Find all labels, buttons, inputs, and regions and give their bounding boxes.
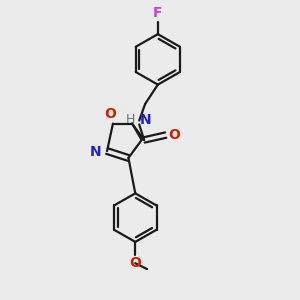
Text: N: N	[89, 145, 101, 159]
Text: O: O	[129, 256, 141, 271]
Text: O: O	[169, 128, 181, 142]
Text: H: H	[126, 113, 135, 126]
Text: N: N	[140, 112, 152, 127]
Text: O: O	[104, 107, 116, 121]
Text: F: F	[153, 6, 163, 20]
